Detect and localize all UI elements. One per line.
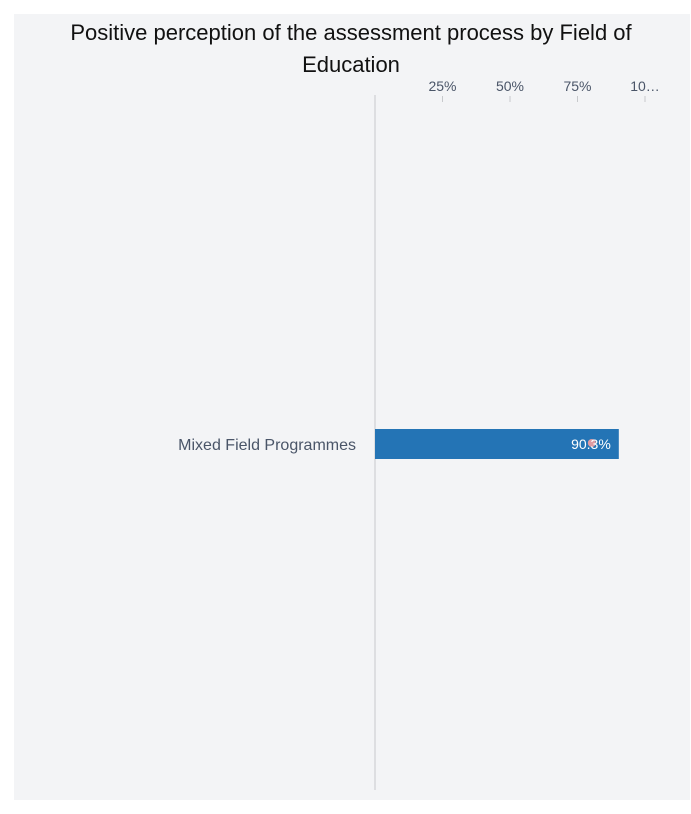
chart-title-line-1: Positive perception of the assessment pr…: [70, 20, 632, 45]
bar[interactable]: [375, 429, 619, 459]
x-axis: 25% 50% 75% 10…: [374, 78, 660, 790]
category-label: Mixed Field Programmes: [178, 437, 356, 454]
chart-title-line-2: Education: [302, 52, 400, 77]
x-tick-label: 50%: [496, 78, 524, 94]
hover-marker: [587, 439, 596, 447]
chart-panel: [14, 14, 690, 800]
x-tick-label: 75%: [563, 78, 591, 94]
bar-series: 90.3%: [375, 429, 619, 459]
x-tick-label: 25%: [428, 78, 456, 94]
category-labels: Mixed Field Programmes: [178, 437, 356, 454]
bar-value-label: 90.3%: [571, 436, 611, 452]
chart-title: Positive perception of the assessment pr…: [70, 20, 632, 77]
x-tick-label: 10…: [630, 78, 660, 94]
